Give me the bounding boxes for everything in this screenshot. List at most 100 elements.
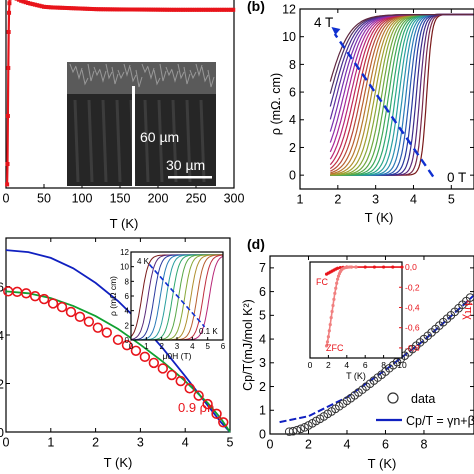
data-point — [47, 298, 59, 309]
x-tick-label: 0 — [308, 360, 313, 370]
y-tick-label: 3 — [259, 356, 266, 370]
data-point — [83, 6, 88, 11]
y-tick-label: 0 — [289, 169, 296, 183]
sem-texture — [111, 66, 119, 85]
data-point — [108, 7, 113, 12]
x-tick-label: 2 — [326, 360, 331, 370]
y-tick-label-right: -0,8 — [405, 343, 420, 353]
data-point — [156, 7, 160, 12]
data-point — [101, 7, 106, 12]
sem-texture — [199, 99, 206, 183]
scale-bar-horizontal — [168, 176, 212, 179]
sem-texture — [87, 63, 95, 82]
data-point — [32, 2, 37, 7]
panel-a: 0 50 100 150 200 250 300 T (K) 60 µm 30 µm — [3, 0, 244, 231]
data-point — [23, 0, 28, 5]
data-point — [219, 7, 224, 12]
y-tick-label: 8 — [125, 277, 130, 286]
x-tick-label: 1 — [297, 193, 304, 207]
field-arrow — [333, 33, 435, 178]
data-point — [199, 7, 204, 12]
data-point — [42, 4, 46, 9]
data-point — [296, 424, 306, 434]
data-point — [80, 6, 85, 11]
y-tick-label: 0 — [125, 336, 130, 345]
data-point — [288, 426, 298, 436]
data-point — [176, 7, 181, 12]
sem-texture — [81, 69, 89, 86]
data-point — [46, 5, 51, 10]
data-point — [203, 7, 208, 12]
annotation-4K: 4 K — [137, 257, 150, 266]
x-tick-label: 8 — [420, 438, 427, 452]
inset-y-label-right: 4πχ — [462, 300, 474, 320]
data-point — [114, 7, 119, 12]
data-point — [21, 0, 26, 4]
data-point — [87, 6, 92, 11]
data-point — [110, 7, 115, 12]
field-curve — [131, 254, 223, 340]
annotation-rho: 0.9 ρn — [178, 400, 214, 415]
sem-texture — [189, 69, 197, 80]
y-tick-label-right: -0,6 — [405, 323, 420, 333]
x-tick-label: 200 — [148, 192, 169, 206]
y-tick-label: 1 — [259, 404, 266, 418]
sem-texture — [105, 63, 113, 80]
x-tick-label: 4 — [410, 193, 417, 207]
x-tick-label: 50 — [37, 192, 51, 206]
data-point — [231, 7, 236, 12]
data-point — [48, 5, 53, 10]
data-point — [121, 339, 133, 351]
y-tick-label: 10 — [282, 30, 296, 44]
sem-texture — [153, 69, 161, 86]
series-line-green — [5, 290, 231, 433]
data-point — [117, 7, 122, 12]
y-tick-label: 5 — [259, 309, 266, 323]
y-tick-label: 4 — [289, 113, 296, 127]
data-point — [7, 1, 12, 6]
data-point — [210, 7, 215, 12]
data-point — [185, 7, 190, 12]
label-zfc: ZFC — [326, 343, 344, 353]
inset-line — [325, 266, 356, 347]
panel-b-curves — [329, 13, 474, 176]
data-point — [201, 7, 206, 12]
data-point — [71, 6, 76, 11]
data-point — [142, 7, 147, 12]
data-point — [174, 7, 179, 12]
x-tick-label: 1 — [47, 436, 54, 450]
data-point — [53, 5, 58, 10]
x-tick-label: 6 — [382, 438, 389, 452]
y-tick-label: 7 — [259, 261, 266, 275]
x-tick-label: 100 — [72, 192, 93, 206]
y-tick-label: 12 — [282, 2, 296, 16]
sem-texture — [141, 63, 149, 74]
data-point — [208, 7, 213, 12]
data-point — [92, 7, 97, 12]
x-tick-label: 4 — [344, 360, 349, 370]
annotation-0T: 0 T — [447, 170, 466, 185]
data-point — [178, 7, 183, 12]
y-tick-label-right: 0,0 — [405, 262, 417, 272]
y-tick-label: 0 — [0, 426, 4, 440]
data-point — [16, 0, 21, 2]
x-tick-label: 2 — [159, 342, 164, 351]
y-tick-label: 0 — [259, 427, 266, 441]
data-point — [65, 306, 77, 318]
x-tick-label: 3 — [372, 193, 379, 207]
panel-label-d: (d) — [247, 236, 265, 252]
data-point — [6, 30, 11, 34]
data-point — [89, 6, 94, 11]
data-point — [103, 7, 108, 12]
annotation-0.1K: 0.1 K — [199, 327, 218, 336]
data-point — [94, 7, 99, 12]
data-point — [35, 3, 40, 8]
sem-texture — [171, 69, 179, 83]
annotation-4T: 4 T — [314, 15, 333, 30]
data-point — [85, 6, 90, 11]
sem-texture — [165, 66, 173, 77]
data-point — [148, 357, 160, 369]
sem-texture — [183, 66, 191, 85]
data-point — [67, 6, 72, 11]
